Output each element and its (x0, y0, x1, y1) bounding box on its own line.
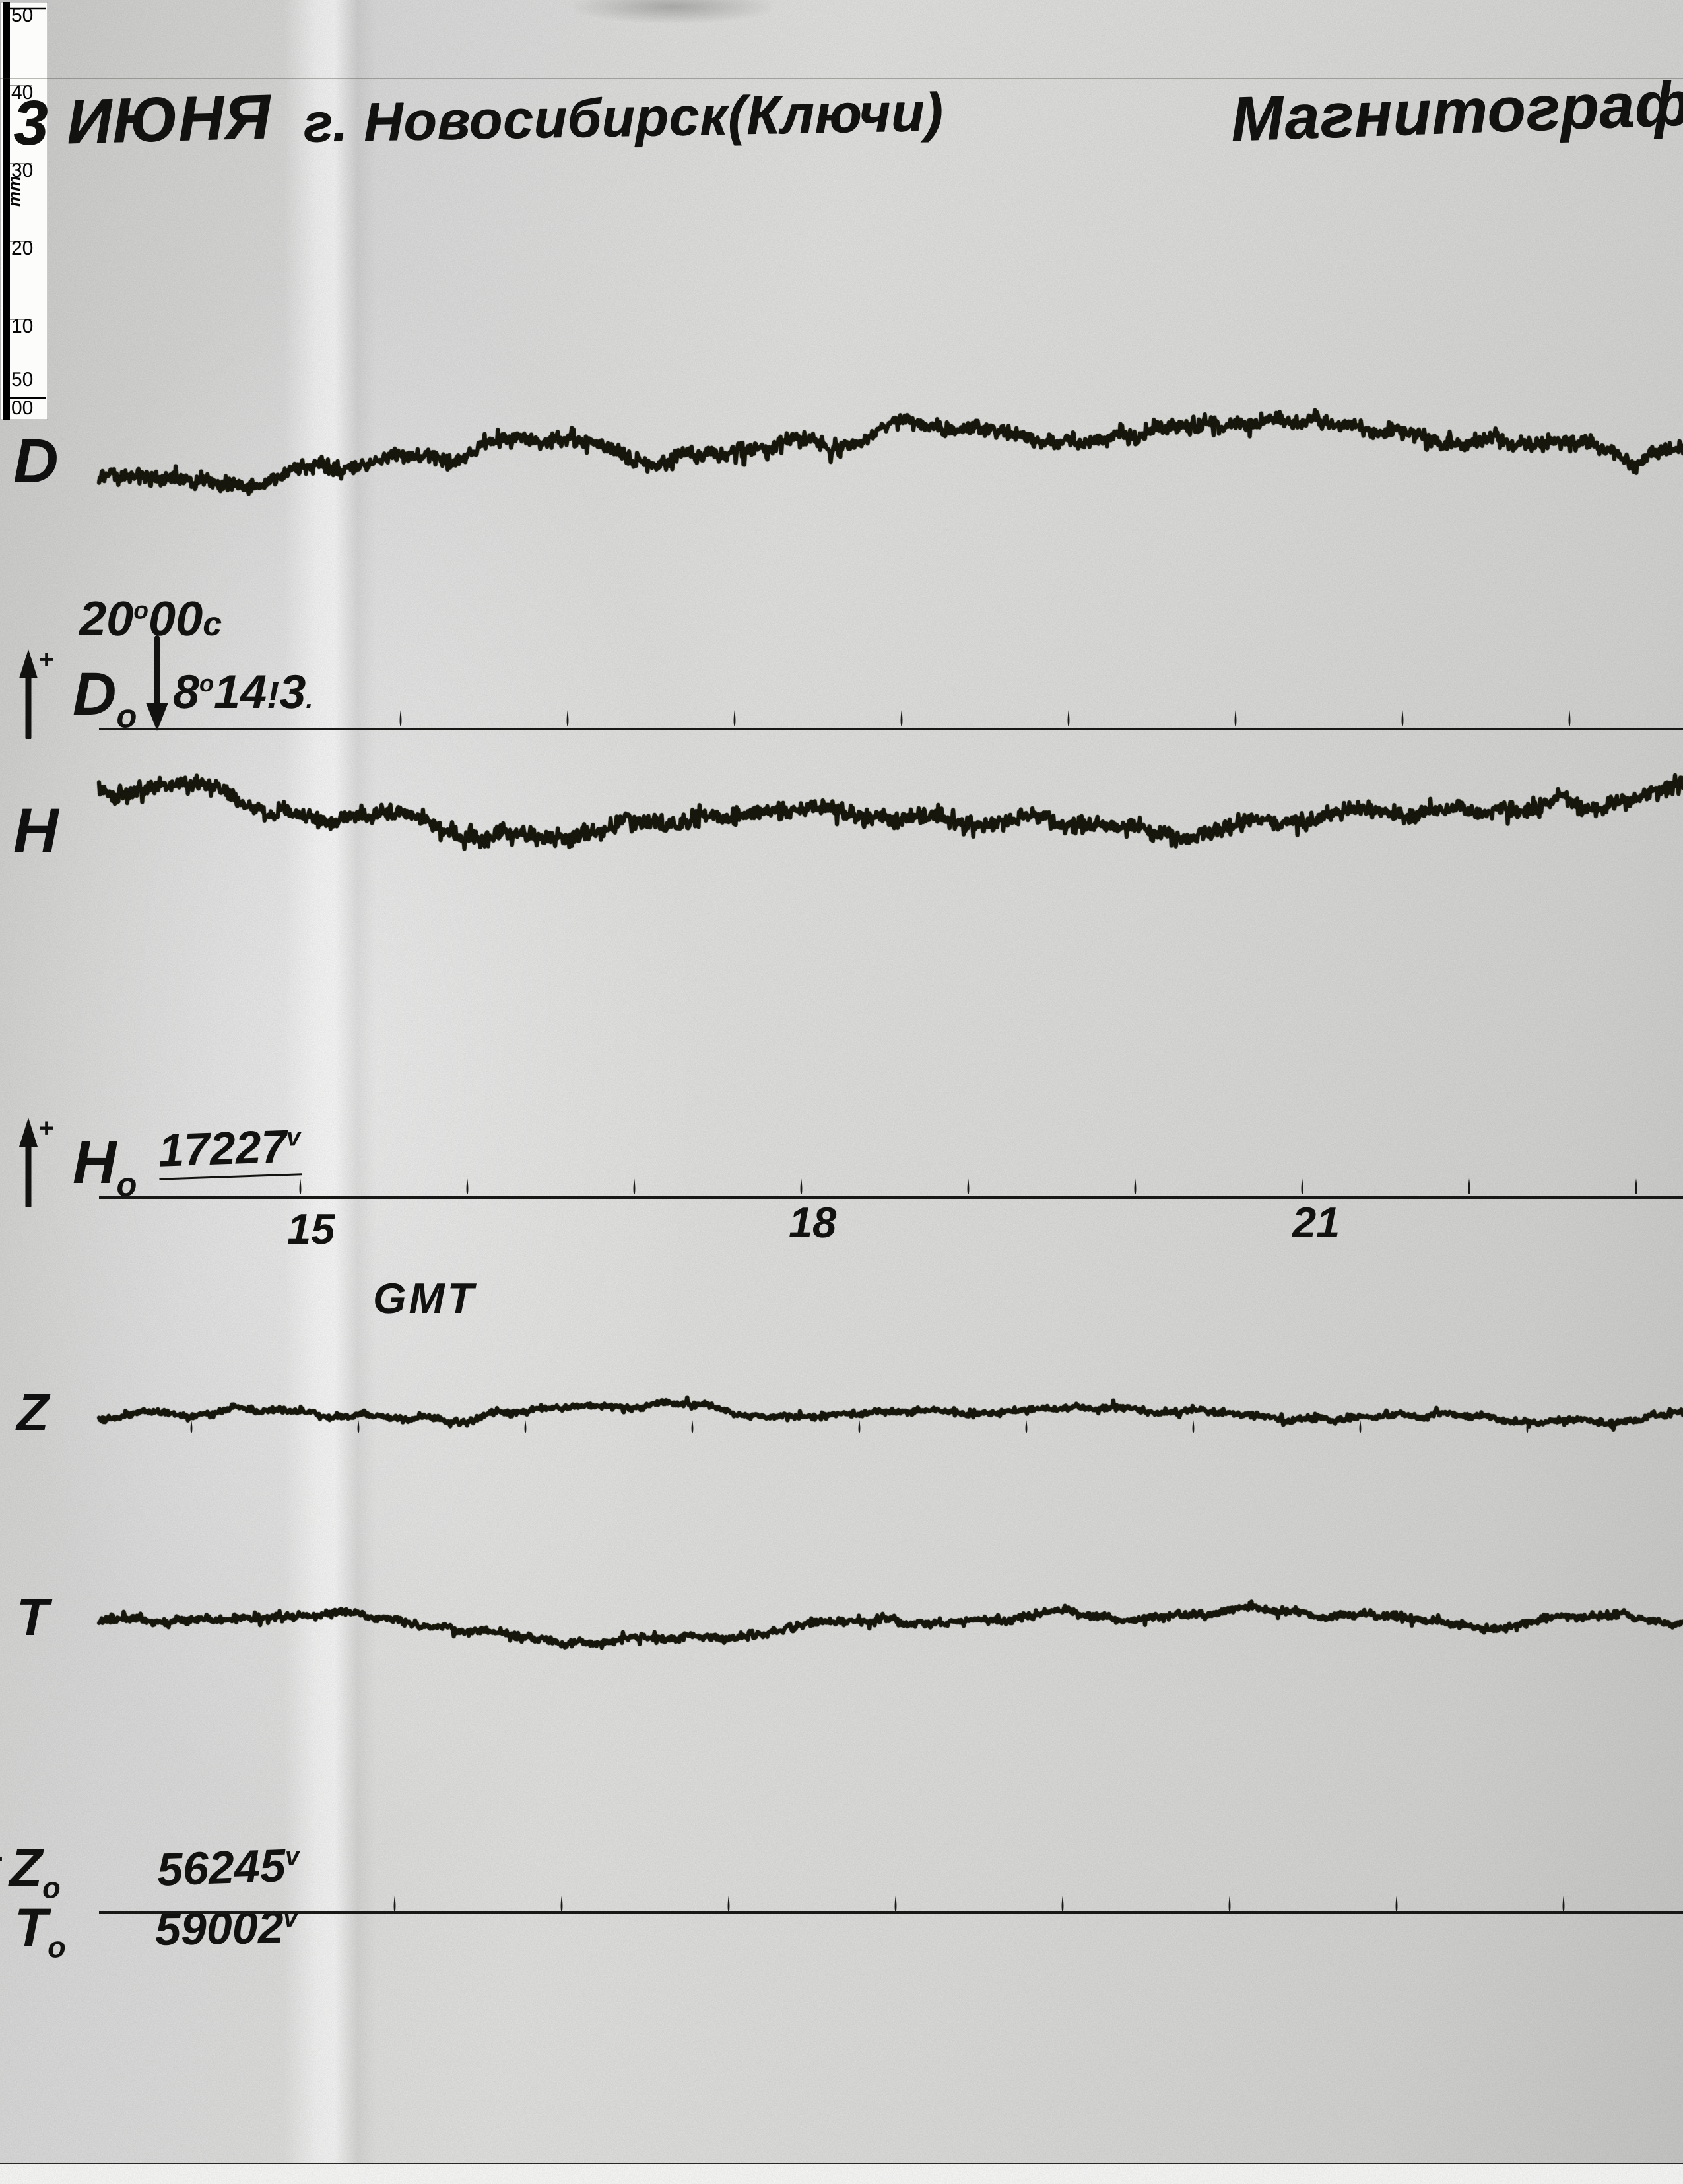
svg-text:50: 50 (11, 5, 33, 26)
svg-text:10: 10 (11, 315, 33, 337)
svg-text:50: 50 (11, 369, 33, 391)
svg-text:20: 20 (11, 238, 33, 259)
svg-text:00: 00 (11, 397, 33, 419)
svg-text:mm: mm (4, 176, 24, 207)
